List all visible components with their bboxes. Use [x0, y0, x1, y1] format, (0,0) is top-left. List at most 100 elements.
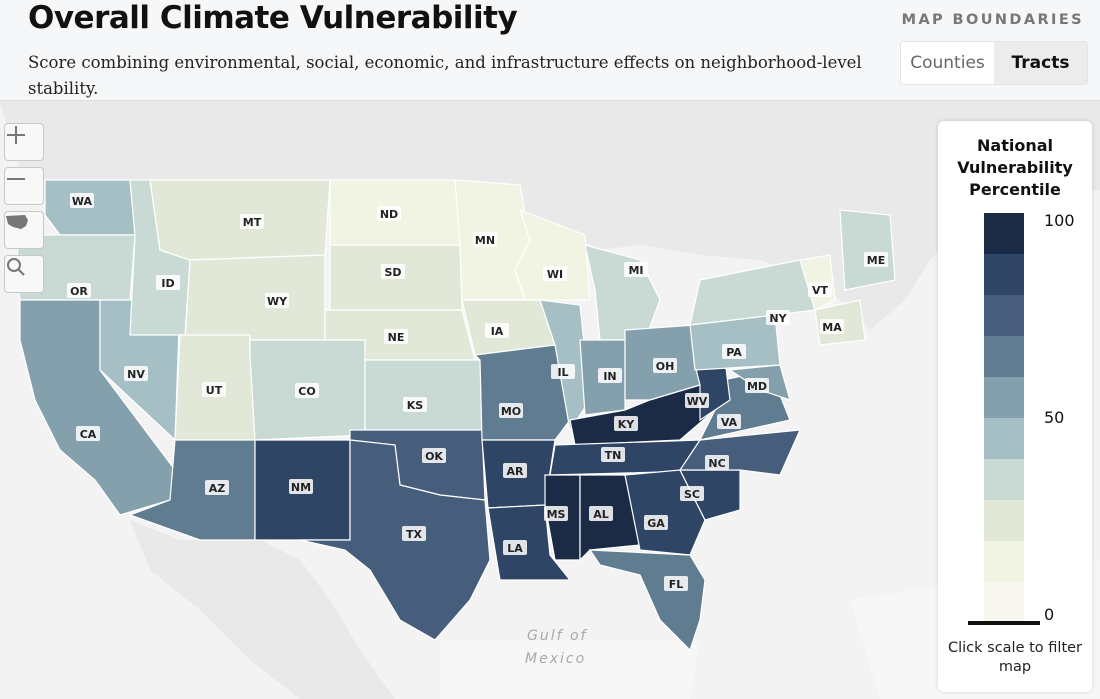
state-label-mn: MN [475, 234, 495, 247]
state-label-bg [664, 576, 688, 591]
state-label-bg [156, 275, 180, 290]
state-label-bg [745, 378, 769, 393]
state-shape-fl[interactable] [588, 549, 706, 652]
search-icon [7, 258, 25, 276]
state-label-al: AL [593, 508, 609, 521]
legend-swatch[interactable] [984, 336, 1024, 377]
zoom-out-icon [7, 178, 25, 180]
legend-panel: National Vulnerability Percentile 100 50… [938, 121, 1092, 692]
state-label-id: ID [161, 277, 174, 290]
state-label-bg [685, 393, 709, 408]
state-label-az: AZ [209, 482, 226, 495]
state-label-in: IN [603, 370, 616, 383]
state-label-wa: WA [72, 195, 93, 208]
legend-swatch[interactable] [984, 418, 1024, 459]
state-label-fl: FL [669, 578, 684, 591]
state-label-sd: SD [384, 266, 401, 279]
state-label-or: OR [70, 285, 88, 298]
state-label-nm: NM [291, 481, 311, 494]
state-label-bg [808, 282, 832, 297]
legend-swatch[interactable] [984, 377, 1024, 418]
state-label-bg [680, 486, 704, 501]
state-label-mt: MT [243, 216, 262, 229]
state-label-ny: NY [769, 312, 787, 325]
water-label-gulf: Gulf of [527, 628, 588, 644]
state-label-bg [717, 414, 741, 429]
state-label-bg [377, 206, 401, 221]
state-label-bg [543, 266, 567, 281]
legend-swatch[interactable] [984, 213, 1024, 254]
state-label-nc: NC [708, 457, 725, 470]
state-label-tx: TX [406, 528, 423, 541]
state-label-bg [240, 214, 264, 229]
legend-baseline [968, 621, 1040, 625]
reset-view-button[interactable] [4, 211, 44, 249]
state-shape-ks[interactable] [364, 359, 483, 431]
state-label-bg [598, 368, 622, 383]
map-boundaries-label: MAP BOUNDARIES [901, 12, 1084, 28]
legend-swatch[interactable] [984, 459, 1024, 500]
map-canvas[interactable]: WA OR CA NV ID MT WY UT AZ NM CO ND SD NE KS OK TX MN IA MO… [0, 101, 1100, 699]
state-shape-wy[interactable] [184, 254, 326, 341]
tracts-option[interactable]: Tracts [994, 42, 1087, 84]
state-label-me: ME [867, 254, 885, 267]
state-label-bg [67, 283, 91, 298]
state-label-ms: MS [547, 508, 566, 521]
state-label-nd: ND [380, 208, 398, 221]
counties-option[interactable]: Counties [910, 53, 985, 73]
state-label-ne: NE [388, 331, 405, 344]
state-shape-mo[interactable] [473, 344, 571, 441]
state-label-mo: MO [501, 405, 521, 418]
state-shape-la[interactable] [487, 504, 572, 581]
state-label-bg [422, 448, 446, 463]
state-label-ok: OK [425, 450, 443, 463]
state-label-bg [124, 366, 148, 381]
state-label-bg [205, 480, 229, 495]
state-label-bg [402, 526, 426, 541]
legend-swatch[interactable] [984, 500, 1024, 541]
state-label-va: VA [721, 416, 738, 429]
state-shape-ny[interactable] [689, 259, 816, 326]
state-label-bg [864, 252, 888, 267]
state-label-bg [589, 506, 613, 521]
state-label-bg [766, 310, 790, 325]
choropleth-map[interactable]: WA OR CA NV ID MT WY UT AZ NM CO ND SD NE KS OK TX MN IA MO… [0, 101, 1100, 699]
us-map-icon [6, 215, 28, 229]
legend-swatch[interactable] [984, 295, 1024, 336]
legend-tick-0: 0 [1044, 605, 1055, 624]
state-shape-tx[interactable] [299, 439, 491, 641]
state-label-vt: VT [812, 284, 829, 297]
legend-swatch[interactable] [984, 254, 1024, 295]
search-button[interactable] [4, 255, 44, 293]
state-label-wy: WY [267, 295, 288, 308]
state-label-il: IL [557, 366, 568, 379]
state-label-bg [485, 323, 509, 338]
header: Overall Climate Vulnerability Score comb… [0, 0, 1100, 101]
legend-swatch[interactable] [984, 541, 1024, 582]
state-label-ma: MA [822, 321, 842, 334]
state-label-ar: AR [507, 465, 525, 478]
state-label-ky: KY [618, 418, 636, 431]
gulf-water [440, 640, 700, 699]
state-label-ks: KS [407, 399, 424, 412]
state-label-co: CO [298, 385, 315, 398]
state-label-bg [70, 193, 94, 208]
state-label-nv: NV [127, 368, 145, 381]
legend-swatch[interactable] [984, 582, 1024, 623]
zoom-in-button[interactable] [4, 123, 44, 161]
map-boundaries-toggle: Counties Tracts [900, 41, 1088, 85]
state-label-wi: WI [547, 268, 563, 281]
state-label-bg [381, 264, 405, 279]
legend-scale[interactable] [984, 213, 1024, 623]
state-label-sc: SC [684, 488, 700, 501]
state-label-bg [503, 540, 527, 555]
state-label-bg [644, 515, 668, 530]
zoom-out-button[interactable] [4, 167, 44, 205]
state-label-bg [544, 506, 568, 521]
state-label-bg [722, 344, 746, 359]
state-shape-me[interactable] [839, 209, 896, 291]
state-label-tn: TN [605, 449, 622, 462]
state-label-bg [295, 383, 319, 398]
state-label-oh: OH [656, 360, 675, 373]
state-label-bg [76, 426, 100, 441]
